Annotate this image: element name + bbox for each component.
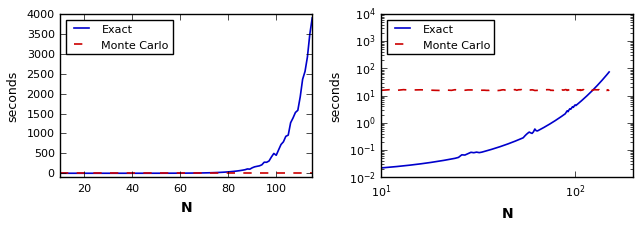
Y-axis label: seconds: seconds xyxy=(329,71,342,122)
Exact xyxy=(605,71,613,74)
Exact xyxy=(595,84,602,86)
Monte Carlo xyxy=(229,172,237,175)
Legend: Exact, Monte Carlo: Exact, Monte Carlo xyxy=(387,20,494,55)
Exact xyxy=(427,161,435,164)
Monte Carlo xyxy=(378,89,385,92)
Line: Exact: Exact xyxy=(381,73,609,168)
Exact xyxy=(275,149,282,151)
Monte Carlo xyxy=(56,172,64,175)
Line: Monte Carlo: Monte Carlo xyxy=(381,90,609,91)
Monte Carlo xyxy=(605,89,613,92)
Exact xyxy=(56,172,64,175)
Monte Carlo xyxy=(63,172,71,175)
Monte Carlo xyxy=(602,89,610,92)
Exact xyxy=(308,17,316,20)
Exact xyxy=(378,167,385,170)
Line: Exact: Exact xyxy=(60,19,312,173)
Monte Carlo xyxy=(525,89,533,92)
Monte Carlo xyxy=(308,172,316,175)
Monte Carlo xyxy=(511,89,519,91)
Exact xyxy=(385,166,393,169)
X-axis label: N: N xyxy=(502,206,513,220)
Monte Carlo xyxy=(385,89,393,92)
Exact xyxy=(205,172,213,174)
Exact xyxy=(203,172,211,174)
Exact xyxy=(593,86,600,88)
Exact xyxy=(522,133,530,136)
Monte Carlo xyxy=(596,89,604,92)
Legend: Exact, Monte Carlo: Exact, Monte Carlo xyxy=(66,20,173,55)
Y-axis label: seconds: seconds xyxy=(6,71,20,122)
Exact xyxy=(602,76,609,79)
Monte Carlo xyxy=(203,172,211,175)
Monte Carlo xyxy=(205,172,213,175)
Monte Carlo xyxy=(594,89,602,92)
Exact xyxy=(63,172,71,175)
Monte Carlo xyxy=(506,90,513,92)
Exact xyxy=(220,171,227,174)
Monte Carlo xyxy=(275,172,282,175)
Exact xyxy=(229,170,237,173)
Monte Carlo xyxy=(427,89,435,92)
X-axis label: N: N xyxy=(180,200,192,214)
Monte Carlo xyxy=(220,172,227,175)
